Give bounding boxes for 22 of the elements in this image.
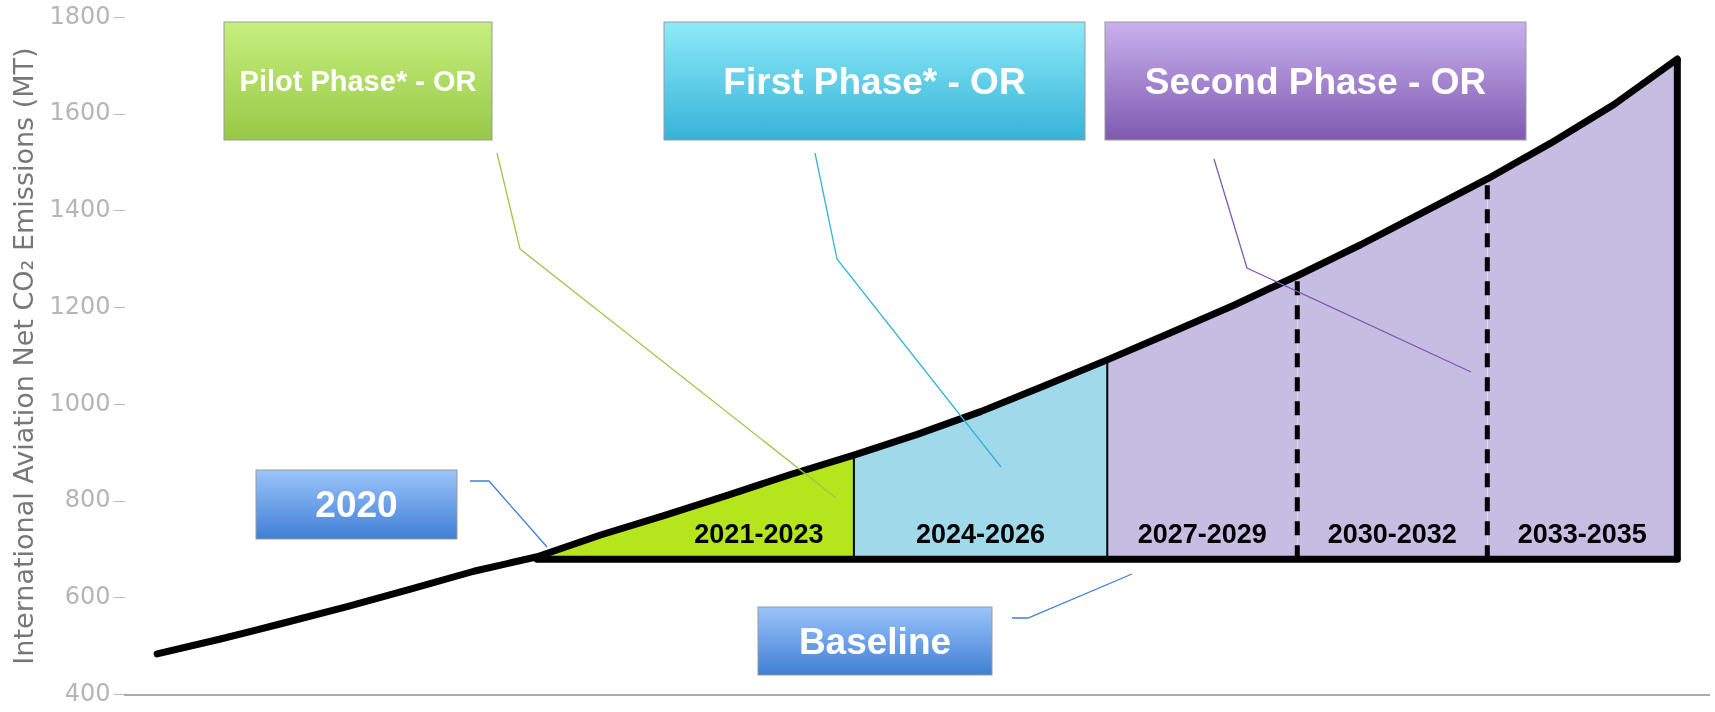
y-tick-label: 1000 bbox=[49, 388, 111, 417]
annotation: Second Phase - OR bbox=[1144, 60, 1487, 102]
series-label: 2033-2035 bbox=[1517, 519, 1647, 550]
y-tick-label: 800 bbox=[64, 485, 111, 514]
y-tick-label: 1200 bbox=[49, 291, 111, 320]
y-tick-label: 1400 bbox=[49, 195, 111, 224]
series-label: 2030-2032 bbox=[1327, 519, 1457, 550]
callout-box: Second Phase - OR bbox=[1104, 21, 1527, 373]
y-tick-label: 1800 bbox=[49, 1, 111, 30]
y-tick-label: 400 bbox=[64, 678, 111, 707]
series-label: 2021-2023 bbox=[694, 519, 824, 550]
annotation: Pilot Phase* - OR bbox=[239, 65, 477, 97]
y-tick-label: 600 bbox=[64, 582, 111, 611]
ref-line-label: Baseline bbox=[798, 620, 952, 662]
y-tick-label: 1600 bbox=[49, 98, 111, 127]
y-axis-title: International Aviation Net CO₂ Emissions (MT) bbox=[8, 47, 40, 665]
annotation: 2020 bbox=[315, 484, 398, 525]
series-label: 2027-2029 bbox=[1137, 519, 1267, 550]
callout-box: First Phase* - OR bbox=[663, 21, 1086, 468]
callout-box: Baseline bbox=[757, 573, 1133, 676]
annotation: First Phase* - OR bbox=[723, 60, 1026, 102]
series-label: 2024-2026 bbox=[916, 519, 1046, 550]
